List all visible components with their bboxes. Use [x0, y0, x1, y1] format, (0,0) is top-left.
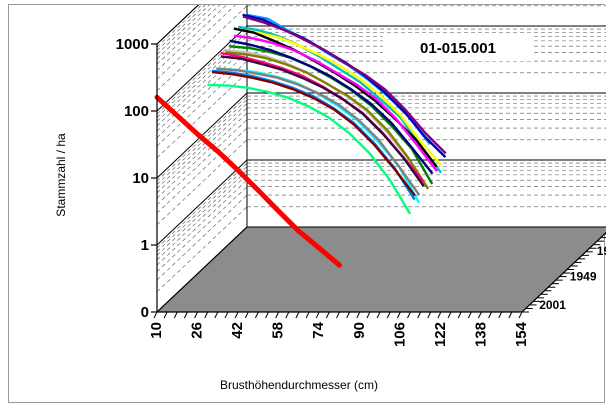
chart-title: 01-015.001 [420, 40, 496, 57]
x-tick-mark [254, 311, 259, 319]
x-tick-mark [173, 311, 178, 319]
z-tick-label: 2001 [539, 298, 566, 312]
series-line [216, 67, 421, 196]
x-tick-mark [234, 311, 239, 319]
x-tick-label: 26 [189, 322, 206, 339]
x-tick-mark [214, 311, 219, 319]
series-line [220, 55, 425, 187]
x-tick-mark [265, 311, 269, 319]
x-tick-mark [518, 311, 523, 319]
x-tick-mark [295, 311, 300, 319]
series-line [225, 51, 430, 190]
x-tick-mark [376, 311, 381, 319]
y-tick-label: 10 [132, 170, 149, 187]
y-tick-label: 1 [141, 237, 149, 254]
series-line [242, 15, 447, 155]
chart-3d-plot: 0 1 10 100 1000 10 26 42 58 74 90 106 122 138 154 1905 1… [54, 5, 606, 392]
y-axis-title: Stammzahl / ha [54, 133, 68, 217]
chart-labels: 0 1 10 100 1000 10 26 42 58 74 90 106 122 138 154 1905 1… [54, 33, 606, 392]
x-tick-label: 58 [270, 322, 287, 339]
highlight-series-layer [154, 94, 342, 268]
x-tick-mark [305, 311, 310, 319]
series-layer [207, 13, 447, 215]
x-tick-mark [447, 311, 452, 319]
x-tick-mark [336, 311, 340, 319]
z-tick-label: 1905 [597, 244, 606, 258]
series-line [238, 25, 442, 174]
x-axis-title: Brusthöhendurchmesser (cm) [220, 378, 378, 392]
x-tick-mark [325, 311, 330, 319]
x-tick-label: 90 [351, 322, 368, 339]
x-tick-mark [163, 311, 168, 319]
x-tick-label: 42 [229, 322, 246, 339]
x-tick-mark [346, 311, 351, 319]
gridline-left [156, 226, 248, 313]
x-tick-mark [285, 311, 290, 319]
x-tick-mark [396, 311, 401, 319]
x-tick-mark [194, 311, 199, 319]
highlight-series-line [154, 94, 342, 268]
x-tick-mark [224, 311, 229, 319]
x-tick-mark [508, 311, 513, 319]
x-tick-mark [498, 311, 503, 319]
x-tick-mark [366, 311, 371, 319]
x-tick-label: 106 [391, 322, 408, 347]
x-tick-mark [437, 311, 442, 319]
series-line [229, 39, 434, 175]
x-tick-mark [488, 311, 493, 319]
x-tick-mark [204, 311, 209, 319]
y-tick-label: 100 [124, 103, 149, 120]
x-tick-mark [315, 311, 320, 319]
x-tick-mark [417, 311, 422, 319]
x-tick-mark [427, 311, 432, 319]
x-tick-mark [457, 311, 462, 319]
x-tick-label: 138 [472, 322, 489, 347]
chart-axes [151, 43, 606, 319]
x-tick-mark [356, 311, 361, 319]
x-tick-mark [477, 311, 482, 319]
series-line [211, 70, 416, 197]
gridline-left [156, 5, 200, 45]
x-tick-mark [153, 311, 158, 319]
y-tick-label: 1000 [116, 36, 149, 53]
series-line [207, 83, 412, 215]
y-tick-label: 0 [141, 304, 149, 321]
x-tick-mark [467, 311, 472, 319]
x-tick-label: 122 [432, 322, 449, 347]
x-tick-label: 10 [148, 322, 165, 339]
gridline-left [156, 159, 248, 246]
series-line [233, 34, 438, 172]
z-tick-label: 1949 [570, 269, 597, 283]
chart-title-box [383, 33, 533, 61]
x-tick-mark [386, 311, 391, 319]
series-line [238, 28, 443, 167]
x-tick-label: 74 [310, 321, 327, 338]
x-tick-mark [183, 311, 188, 319]
x-tick-mark [407, 311, 411, 319]
x-tick-mark [244, 311, 249, 319]
chart-frame: 0 1 10 100 1000 10 26 42 58 74 90 106 122 138 154 1905 1… [8, 4, 606, 403]
x-tick-label: 154 [513, 321, 530, 347]
x-tick-mark [275, 311, 280, 319]
